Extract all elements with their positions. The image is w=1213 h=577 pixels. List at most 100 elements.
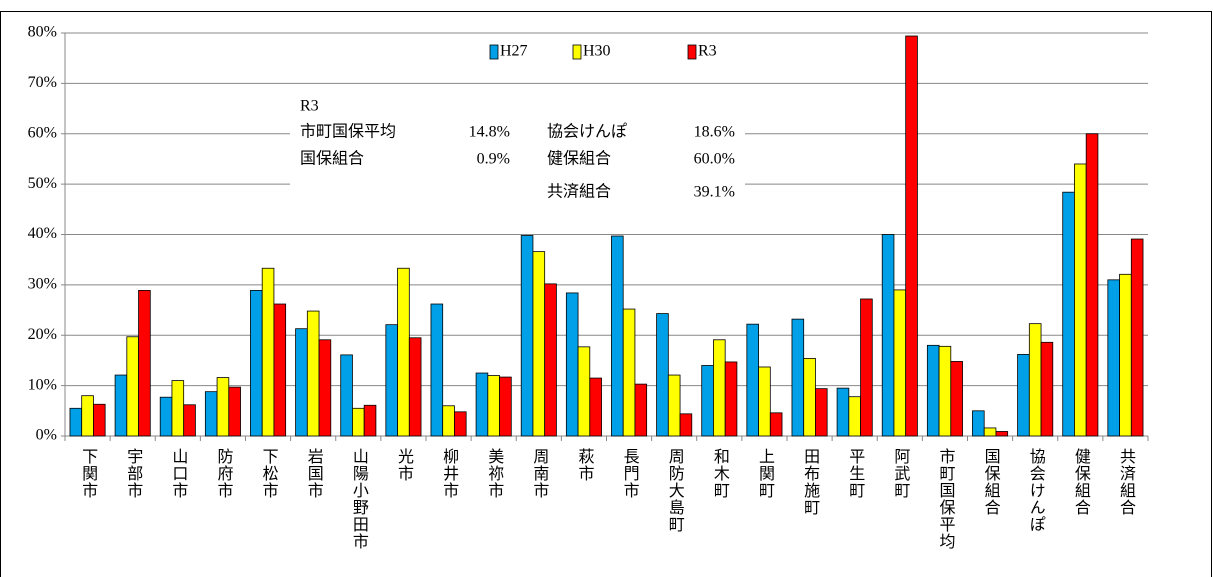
bar bbox=[520, 235, 534, 437]
annotation-label: 国保組合 bbox=[300, 150, 364, 168]
bar bbox=[1119, 273, 1132, 437]
x-tick-label: 阿武町 bbox=[891, 448, 910, 499]
bar bbox=[385, 324, 398, 437]
bar bbox=[836, 387, 850, 437]
x-tick-label: 山口市 bbox=[169, 448, 188, 499]
bar bbox=[352, 407, 365, 437]
bar bbox=[544, 283, 557, 437]
bar bbox=[487, 375, 500, 437]
bar bbox=[228, 386, 241, 437]
bar bbox=[724, 361, 738, 437]
x-tick-label: 下関市 bbox=[79, 448, 98, 499]
bar bbox=[995, 431, 1009, 437]
bar bbox=[860, 298, 873, 437]
bar bbox=[499, 376, 512, 437]
bar bbox=[204, 391, 218, 437]
bar bbox=[69, 407, 83, 437]
bar bbox=[656, 313, 669, 437]
y-tick-label: 10% bbox=[28, 376, 57, 393]
bar bbox=[950, 361, 963, 437]
x-tick-label: 光市 bbox=[395, 448, 414, 482]
x-tick-label: 岩国市 bbox=[305, 448, 324, 499]
annotation-label: 健保組合 bbox=[547, 150, 611, 168]
annotation-value: 14.8% bbox=[469, 124, 510, 141]
y-tick-label: 80% bbox=[28, 24, 57, 41]
x-tick-label: 下松市 bbox=[260, 448, 279, 499]
x-tick-label: 長門市 bbox=[621, 448, 640, 499]
bar bbox=[442, 405, 455, 437]
y-tick-label: 50% bbox=[28, 175, 57, 192]
x-tick-label: 国保組合 bbox=[982, 448, 1001, 516]
x-tick-label: 宇部市 bbox=[124, 448, 143, 499]
bar bbox=[216, 377, 230, 437]
bar bbox=[622, 308, 636, 437]
annotation-label: 市町国保平均 bbox=[300, 123, 396, 141]
bar bbox=[701, 365, 714, 437]
bar bbox=[713, 339, 726, 437]
bar bbox=[679, 413, 693, 437]
bar bbox=[893, 289, 907, 437]
bar bbox=[565, 292, 579, 437]
bar bbox=[261, 267, 275, 437]
x-tick-label: 協会けんぽ bbox=[1027, 448, 1046, 533]
bar bbox=[803, 358, 816, 437]
bar bbox=[318, 339, 332, 437]
bar bbox=[1040, 341, 1054, 437]
x-tick-label: 美祢市 bbox=[485, 448, 504, 499]
bar bbox=[848, 396, 861, 437]
bar bbox=[634, 383, 648, 437]
bar bbox=[295, 328, 308, 437]
bar bbox=[126, 336, 139, 437]
frame bbox=[0, 11, 1212, 577]
legend-label: R3 bbox=[698, 43, 717, 60]
bar bbox=[138, 290, 151, 437]
x-tick-label: 周南市 bbox=[530, 448, 549, 499]
x-tick-label: 山陽小野田市 bbox=[350, 448, 369, 550]
bar bbox=[926, 344, 940, 437]
bar bbox=[363, 404, 377, 437]
bar bbox=[93, 403, 106, 437]
bar bbox=[183, 404, 196, 437]
x-tick-label: 上関町 bbox=[756, 448, 775, 499]
bar bbox=[1130, 238, 1144, 437]
annotation-value: 60.0% bbox=[694, 151, 735, 168]
x-tick-label: 健保組合 bbox=[1072, 448, 1091, 516]
y-tick-label: 0% bbox=[36, 427, 57, 444]
x-tick-label: 柳井市 bbox=[440, 448, 459, 499]
bar bbox=[611, 235, 624, 437]
y-tick-label: 20% bbox=[28, 326, 57, 343]
bar bbox=[171, 380, 185, 437]
bar bbox=[815, 388, 828, 437]
bar bbox=[430, 303, 444, 437]
bar bbox=[577, 346, 591, 437]
annotation-label: 共済組合 bbox=[547, 183, 611, 201]
bar bbox=[1074, 163, 1087, 437]
annotation-title: R3 bbox=[300, 98, 319, 115]
legend-swatch bbox=[572, 44, 582, 60]
bar bbox=[1107, 279, 1120, 437]
bar bbox=[881, 234, 895, 437]
x-tick-label: 共済組合 bbox=[1117, 448, 1136, 516]
bar bbox=[791, 318, 805, 437]
annotation-label: 協会けんぽ bbox=[547, 123, 627, 141]
bar bbox=[475, 372, 489, 437]
y-tick-label: 40% bbox=[28, 225, 57, 242]
annotation-value: 39.1% bbox=[694, 184, 735, 201]
bar bbox=[1062, 191, 1075, 437]
y-tick-label: 30% bbox=[28, 276, 57, 293]
bar bbox=[454, 411, 467, 437]
legend-swatch bbox=[489, 44, 499, 60]
bar bbox=[532, 251, 546, 437]
x-tick-label: 周防大島町 bbox=[666, 448, 685, 533]
bar bbox=[306, 310, 320, 437]
x-tick-label: 田布施町 bbox=[801, 448, 820, 516]
bar bbox=[114, 374, 128, 437]
x-tick-label: 平生町 bbox=[846, 448, 865, 499]
annotation-value: 18.6% bbox=[694, 124, 735, 141]
bar bbox=[1017, 353, 1030, 437]
bar bbox=[397, 267, 410, 437]
bar bbox=[81, 395, 94, 437]
x-tick-label: 和木町 bbox=[711, 448, 730, 499]
legend-label: H27 bbox=[500, 43, 528, 60]
